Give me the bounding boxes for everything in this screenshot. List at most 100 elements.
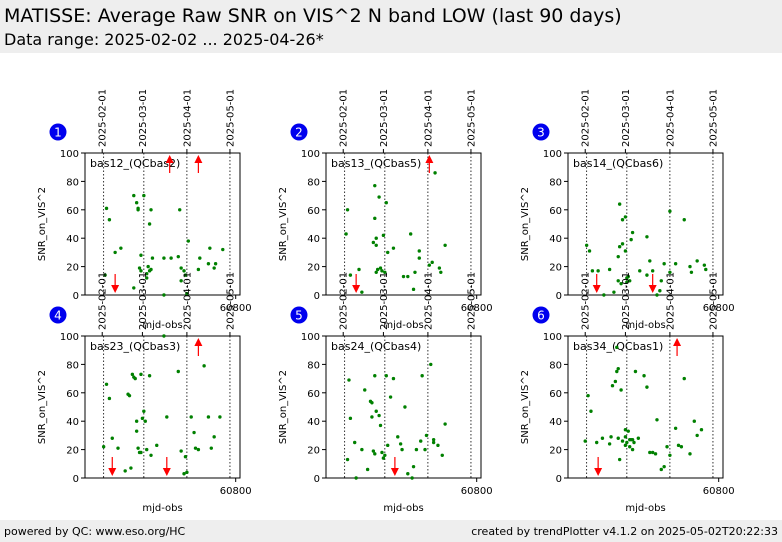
date-tick-label: 2025-05-01 [466,89,477,147]
data-point [186,239,191,243]
data-point [620,242,625,246]
out-of-range-arrowhead [111,285,120,293]
data-point [360,447,364,452]
data-point [628,445,632,449]
date-tick-label: 2025-05-01 [708,272,719,330]
data-point [650,450,655,455]
data-point [620,218,625,222]
y-tick-label: 0 [556,474,562,485]
data-point [221,247,225,252]
data-point [655,418,659,422]
data-point [584,243,589,247]
data-point [179,279,183,283]
data-point [439,270,443,274]
data-point [374,270,378,274]
data-point [371,449,376,453]
data-point [648,259,652,263]
data-point [179,449,183,453]
y-tick-label: 0 [314,291,320,302]
out-of-range-arrowhead [390,468,399,476]
data-point [437,266,442,270]
data-point [150,256,155,260]
out-of-range-arrowhead [108,468,117,476]
plot-frame [84,152,241,296]
footer-bar: powered by QC: www.eso.org/HC created by… [0,520,782,542]
data-point [586,393,590,398]
data-point [583,439,587,443]
data-point [218,415,222,419]
data-point [147,222,152,226]
data-point [424,433,429,438]
data-point [348,273,353,277]
data-point [662,464,666,469]
data-point [378,266,383,270]
panel-1: 0 20 40 60 80 100 60800 2025-02-01 2025-03-01 202… [37,89,252,331]
data-point [623,249,628,253]
date-tick-label: 2025-05-01 [708,89,719,147]
data-point [443,422,447,426]
data-point [129,466,133,470]
data-point [162,256,166,260]
data-point [596,269,600,273]
y-tick-label: 100 [60,332,79,343]
data-point [206,262,211,266]
y-tick-label: 80 [307,360,320,371]
x-tick-label: 60800 [461,303,493,314]
y-tick-label: 60 [66,389,79,400]
baseline-label: bas14_(QCbas6) [573,157,663,170]
data-point [626,429,630,433]
data-point [427,263,432,267]
data-point [431,440,436,445]
data-point [139,253,143,257]
data-point [607,267,612,272]
y-axis-label: SNR_on_VIS^2 [520,187,531,261]
y-tick-label: 60 [307,206,320,217]
data-point [149,208,153,212]
date-tick-label: 2025-04-01 [423,89,434,147]
data-point [213,262,218,266]
data-point [104,206,109,211]
data-point [370,401,374,405]
data-point [374,409,378,413]
data-point [142,409,146,413]
data-point [133,376,137,381]
data-point [130,372,135,377]
data-point [377,413,381,418]
y-tick-label: 40 [307,417,320,428]
date-tick-label: 2025-04-01 [182,272,193,330]
panel-number-label: 6 [537,309,545,323]
data-point [613,379,618,384]
data-point [383,270,387,274]
data-point [429,362,433,367]
data-point [185,470,189,475]
x-axis-label: mjd-obs [625,320,665,331]
data-point [127,393,132,398]
data-point [629,237,633,242]
data-point [420,374,424,378]
data-point [673,426,678,430]
out-of-range-arrowhead [594,468,603,476]
data-point [377,195,381,199]
data-point [689,270,694,274]
data-point [354,476,358,480]
data-point [650,269,655,273]
data-point [375,267,380,272]
data-point [617,245,622,249]
data-point [143,419,147,423]
date-tick-label: 2025-03-01 [621,272,632,330]
panel-number-label: 3 [537,126,545,140]
data-point [645,273,649,277]
panel-number-label: 2 [295,126,303,140]
y-tick-label: 40 [307,234,320,245]
data-point [134,419,139,423]
data-point [374,243,378,247]
data-point [116,446,120,450]
data-point [183,273,188,277]
header-bar: MATISSE: Average Raw SNR on VIS^2 N band… [0,0,782,53]
data-point [162,334,166,338]
data-point [391,246,396,250]
data-point [101,445,106,449]
data-point [638,269,642,273]
data-point [688,452,692,456]
data-point [695,433,699,438]
